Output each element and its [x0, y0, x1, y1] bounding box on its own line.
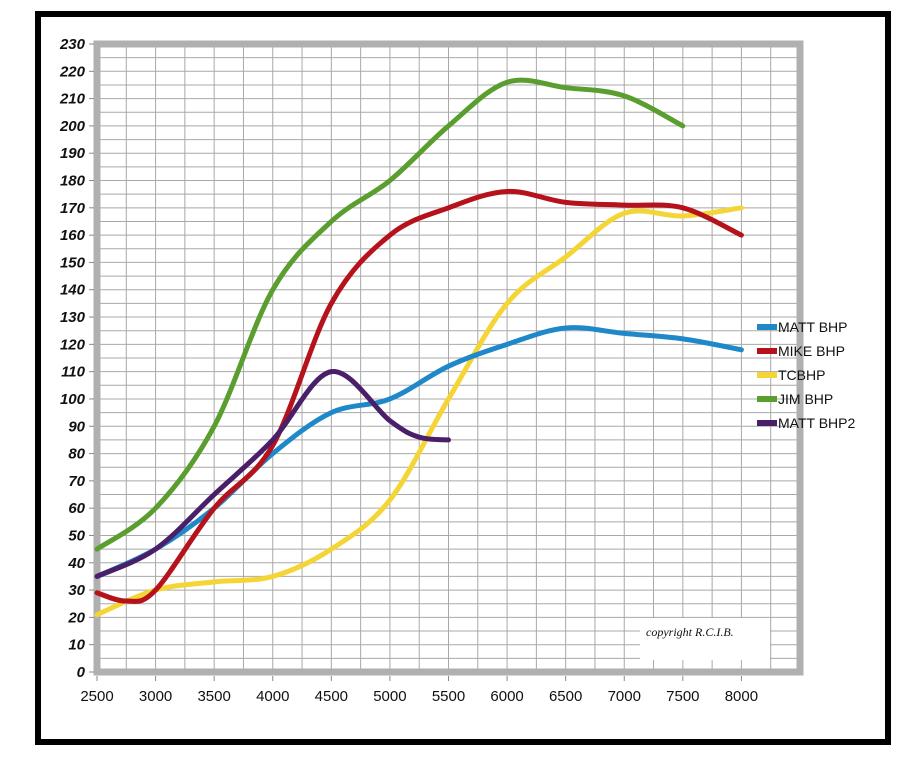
y-tick-label: 180	[60, 173, 86, 190]
y-tick-label: 220	[59, 63, 86, 80]
x-axis: 2500 3000 3500 4000 4500 5000 5500 6000 6500 7000…	[80, 676, 758, 705]
x-tick-label: 5000	[373, 688, 406, 705]
legend-swatch-matt-bhp	[757, 324, 777, 330]
y-tick-label: 160	[60, 227, 86, 244]
x-tick-label: 4500	[315, 688, 348, 705]
plot-border	[93, 40, 804, 676]
y-tick-label: 40	[67, 555, 85, 572]
x-tick-label: 7500	[666, 688, 699, 705]
legend-swatch-tcbhp	[757, 372, 777, 378]
legend-label-tcbhp: TCBHP	[778, 367, 825, 383]
y-tick-label: 140	[60, 282, 86, 299]
y-axis: 0 10 20 30 40 50 60 70 80 90 100 110 120 130 140 150 160…	[59, 36, 94, 681]
y-tick-label: 210	[59, 91, 86, 108]
legend-label-mike-bhp: MIKE BHP	[778, 343, 845, 359]
y-tick-label: 130	[60, 309, 86, 326]
x-tick-label: 6000	[490, 688, 523, 705]
x-tick-label: 5500	[432, 688, 465, 705]
y-tick-label: 20	[67, 609, 85, 626]
legend-swatch-jim-bhp	[757, 396, 777, 402]
legend-label-jim-bhp: JIM BHP	[778, 391, 833, 407]
series-lines	[94, 77, 744, 618]
y-tick-label: 90	[68, 418, 85, 435]
legend-label-matt-bhp: MATT BHP	[778, 319, 848, 335]
x-tick-label: 3500	[197, 688, 230, 705]
x-tick-label: 4000	[256, 688, 289, 705]
legend: MATT BHP MIKE BHP TCBHP JIM BHP MATT BHP2	[757, 319, 855, 431]
legend-swatch-mike-bhp	[757, 348, 777, 354]
series-line-matt-bhp	[94, 325, 744, 579]
y-tick-label: 0	[77, 664, 86, 681]
y-tick-label: 30	[68, 582, 85, 599]
series-line-jim-bhp	[94, 77, 686, 552]
x-tick-label: 3000	[139, 688, 172, 705]
series-line-mike-bhp	[94, 188, 744, 604]
legend-label-matt-bhp2: MATT BHP2	[778, 415, 855, 431]
y-tick-label: 110	[61, 364, 86, 381]
series-line-matt-bhp2	[94, 369, 451, 579]
x-tick-label: 8000	[725, 688, 758, 705]
y-tick-label: 200	[59, 118, 86, 135]
y-tick-label: 190	[60, 145, 86, 162]
copyright-annotation: copyright R.C.I.B.	[646, 625, 734, 639]
y-tick-label: 50	[68, 527, 85, 544]
y-tick-label: 80	[68, 446, 85, 463]
y-tick-label: 150	[60, 254, 86, 271]
y-tick-label: 70	[68, 473, 85, 490]
y-tick-label: 100	[60, 391, 86, 408]
x-tick-label: 7000	[608, 688, 641, 705]
y-tick-label: 120	[60, 336, 86, 353]
y-tick-label: 60	[68, 500, 85, 517]
copyright-box	[640, 618, 770, 660]
legend-swatch-matt-bhp2	[757, 420, 777, 426]
y-tick-label: 170	[60, 200, 86, 217]
y-tick-label: 10	[68, 637, 85, 654]
x-tick-label: 2500	[80, 688, 113, 705]
x-tick-label: 6500	[549, 688, 582, 705]
y-tick-label: 230	[59, 36, 86, 53]
